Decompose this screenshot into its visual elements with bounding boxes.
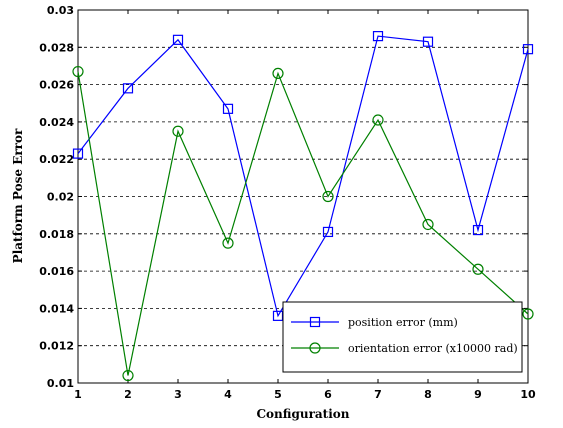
data-point-circle — [272, 67, 284, 80]
x-axis-label: Configuration — [256, 407, 349, 421]
legend-label: position error (mm) — [348, 316, 458, 329]
x-tick-label: 4 — [224, 388, 232, 401]
x-ticks: 1 2 3 4 5 6 7 8 9 10 — [74, 10, 536, 401]
series-group — [72, 31, 534, 382]
x-tick-label: 2 — [124, 388, 132, 401]
y-tick-label: 0.014 — [39, 302, 74, 315]
data-point-square — [422, 36, 434, 47]
x-tick-label: 6 — [324, 388, 332, 401]
legend: position error (mm) orientation error (x1… — [282, 301, 523, 373]
y-tick-label: 0.016 — [39, 265, 74, 278]
data-point-circle — [122, 369, 134, 382]
data-point-square — [72, 148, 84, 159]
data-point-square — [522, 44, 534, 55]
data-point-circle — [522, 308, 534, 320]
x-tick-label: 5 — [274, 388, 282, 401]
y-tick-label: 0.018 — [39, 228, 74, 241]
data-point-circle — [322, 190, 334, 203]
x-tick-label: 1 — [74, 388, 82, 401]
data-point-square — [322, 226, 334, 238]
legend-marker-square — [309, 316, 321, 328]
x-tick-label: 9 — [474, 388, 482, 401]
y-tick-label: 0.026 — [39, 79, 74, 92]
legend-marker-circle — [309, 342, 321, 354]
data-point-square — [172, 34, 184, 45]
y-tick-label: 0.028 — [39, 41, 74, 54]
data-point-circle — [472, 263, 484, 275]
y-tick-label: 0.02 — [47, 191, 74, 204]
x-tick-label: 7 — [374, 388, 382, 401]
data-point-square — [222, 103, 234, 114]
y-tick-label: 0.03 — [47, 4, 74, 17]
y-tick-label: 0.024 — [39, 116, 74, 129]
data-point-circle — [72, 65, 84, 78]
data-point-square — [122, 83, 134, 94]
series-line-1 — [77, 35, 529, 318]
legend-box — [282, 301, 523, 373]
legend-label: orientation error (x10000 rad) — [348, 342, 518, 355]
data-point-circle — [222, 237, 234, 249]
data-point-circle — [422, 218, 434, 231]
x-tick-label: 10 — [520, 388, 536, 401]
y-ticks: 0.01 0.012 0.014 0.016 0.018 0.02 0.022 0.024 0.… — [39, 4, 528, 390]
x-tick-label: 3 — [174, 388, 182, 401]
y-tick-label: 0.012 — [39, 340, 74, 353]
data-point-circle — [172, 125, 184, 137]
data-point-square — [472, 224, 484, 236]
y-tick-label: 0.022 — [39, 153, 74, 166]
y-tick-label: 0.01 — [47, 377, 74, 390]
y-axis-label: Platform Pose Error — [11, 128, 25, 263]
series-line-2 — [77, 71, 529, 376]
data-point-circle — [372, 114, 384, 126]
x-tick-label: 8 — [424, 388, 432, 401]
data-point-square — [372, 31, 384, 42]
